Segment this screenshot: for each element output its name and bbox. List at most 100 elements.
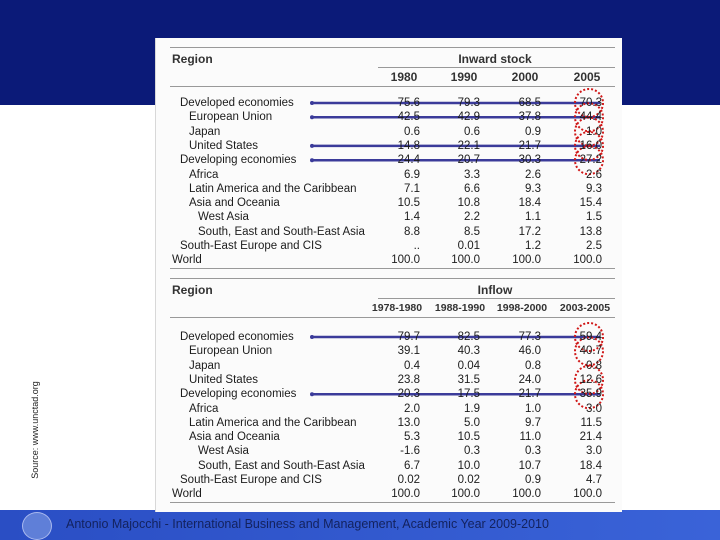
cell-value: 70.3 [579,97,602,109]
cell-value: 42.5 [397,111,420,124]
row-label: South-East Europe and CIS [180,474,322,486]
column-header: 1998-2000 [496,302,548,314]
cell-value: 8.8 [404,225,420,238]
cell-value: 5.3 [404,431,420,444]
cell-value: 14.8 [397,139,420,152]
cell-value: 21.7 [518,388,541,401]
cell-value: 17.2 [518,225,541,238]
cell-value: 8.5 [464,225,480,238]
row-label: Asia and Oceania [189,197,280,210]
cell-value: 10.5 [397,197,420,210]
cell-value: -1.6 [400,445,420,458]
footer-text: Antonio Majocchi - International Busines… [66,517,549,531]
highlight-circle [574,145,604,176]
row-label: Japan [189,125,221,138]
column-header: 1990 [450,70,478,84]
cell-value: 0.8 [586,359,602,372]
cell-value: 20.3 [397,388,420,401]
cell-value: 77.3 [518,331,541,343]
arrow-tip [310,143,314,148]
cell-value: 5.0 [464,416,480,429]
cell-value: 15.4 [579,197,602,210]
highlight-circle [574,364,604,395]
cell-value: 9.3 [586,182,602,195]
cell-value: 100.0 [391,488,420,501]
cell-value: 22.1 [457,139,480,152]
highlight-circle [574,130,604,161]
cell-value: 11.5 [580,416,602,429]
row-label: Africa [189,402,219,415]
group-header: Inflow [477,283,513,297]
arrow-tip [310,115,314,120]
cell-value: 24.0 [518,373,541,386]
cell-value: 0.02 [457,474,480,486]
cell-value: 42.9 [457,111,480,124]
cell-value: 20.7 [457,154,480,167]
cell-value: 59.4 [579,331,602,343]
cell-value: 18.4 [579,459,602,472]
cell-value: 23.8 [397,373,420,386]
cell-value: 10.0 [457,459,480,472]
cell-value: 82.5 [457,331,480,343]
row-label: West Asia [198,211,249,224]
cell-value: 79.7 [397,331,420,343]
cell-value: 13.0 [397,416,420,429]
cell-value: 1.0 [525,402,541,415]
cell-value: 0.4 [404,359,420,372]
cell-value: 9.3 [525,182,541,195]
footer-band [0,510,720,540]
row-label: South-East Europe and CIS [180,240,322,252]
column-header: 1988-1990 [434,302,486,314]
rule [378,67,615,68]
row-label: West Asia [198,445,249,458]
row-label: World [172,488,202,501]
arrow-tip [310,101,314,105]
cell-value: 3.0 [586,402,602,415]
cell-value: 17.5 [457,388,480,401]
cell-value: 1.2 [525,240,541,252]
rule [170,86,615,87]
highlight-circle [574,322,604,352]
rule [378,298,615,299]
cell-value: 0.3 [464,445,480,458]
region-header: Region [172,283,213,297]
cell-value: 0.9 [525,474,541,486]
rule [170,502,615,504]
cell-value: 2.2 [464,211,480,224]
cell-value: 68.5 [518,97,541,109]
column-header: 1978-1980 [371,302,423,314]
cell-value: 0.9 [525,125,541,138]
cell-value: 0.3 [525,445,541,458]
cell-value: 13.8 [579,225,602,238]
cell-value: 21.7 [518,139,541,152]
cell-value: 79.3 [457,97,480,109]
cell-value: 0.8 [525,359,541,372]
row-label: Developing economies [180,388,297,401]
arrow-tip [310,335,314,339]
cell-value: 12.6 [579,373,602,386]
cell-value: 6.9 [404,168,420,181]
cell-value: 9.7 [525,416,541,429]
cell-value: 75.6 [397,97,420,109]
column-header: 1980 [390,70,418,84]
cell-value: 1.4 [404,211,420,224]
cell-value: 100.0 [451,488,480,501]
region-header: Region [172,52,213,66]
cell-value: 11.0 [519,431,541,444]
row-label: World [172,254,202,267]
cell-value: 2.6 [525,168,541,181]
cell-value: 1.9 [464,402,480,415]
cell-value: 2.6 [586,168,602,181]
row-label: Latin America and the Caribbean [189,416,357,429]
row-label: Developing economies [180,154,297,167]
cell-value: 100.0 [512,254,541,267]
cell-value: 100.0 [391,254,420,267]
row-label: United States [189,139,259,152]
row-label: United States [189,373,259,386]
cell-value: 30.3 [518,154,541,167]
cell-value: 10.5 [457,431,480,444]
cell-value: 35.9 [579,388,602,401]
cell-value: 40.3 [457,345,480,358]
